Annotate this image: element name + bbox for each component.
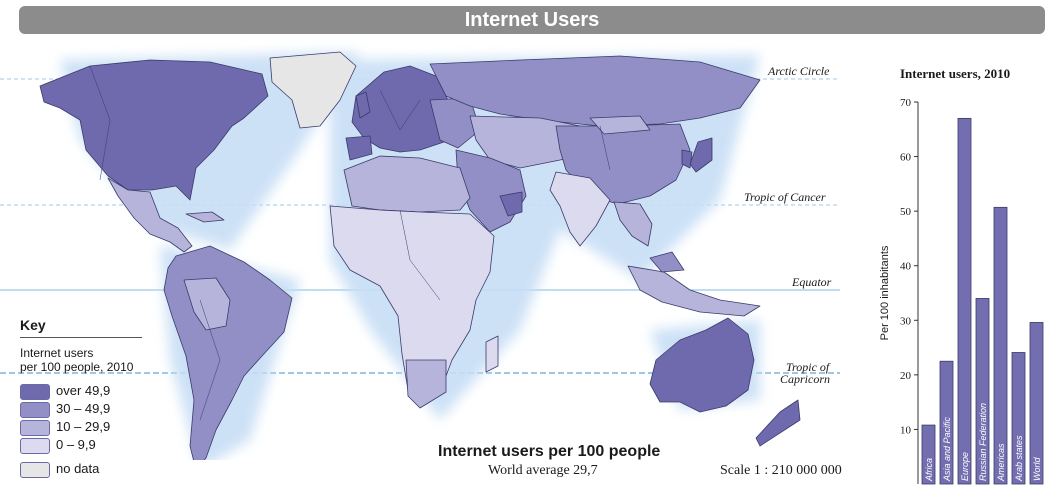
bar bbox=[1029, 322, 1044, 485]
key-swatch bbox=[20, 420, 50, 436]
key-item-label: 10 – 29,9 bbox=[56, 419, 111, 434]
north-america bbox=[39, 59, 269, 201]
india bbox=[549, 171, 611, 247]
key-title: Key bbox=[20, 317, 46, 333]
y-tick-label: 40 bbox=[900, 261, 912, 273]
bar bbox=[921, 424, 936, 485]
bar bbox=[957, 117, 972, 485]
world-map bbox=[0, 51, 840, 460]
key-swatch bbox=[20, 438, 50, 454]
country-borders bbox=[89, 65, 611, 421]
bar-chart: 10 20 30 40 50 60 70 Per 100 inhabitants Africa A… bbox=[879, 97, 1044, 485]
tropic-of-capricorn-label-1: Tropic of bbox=[786, 360, 830, 374]
indonesia bbox=[627, 265, 761, 317]
arctic-circle-label: Arctic Circle bbox=[768, 64, 830, 78]
korea bbox=[681, 149, 693, 169]
bar-category-label: Arab states bbox=[1014, 435, 1024, 482]
key-item-label: 0 – 9,9 bbox=[56, 437, 96, 452]
equator-label: Equator bbox=[792, 275, 832, 289]
key-item-label: no data bbox=[56, 461, 100, 476]
bar bbox=[975, 298, 990, 485]
mexico-central-america bbox=[107, 177, 193, 253]
chart-title: Internet users, 2010 bbox=[900, 66, 1011, 81]
y-tick-label: 10 bbox=[900, 424, 912, 436]
world-average: World average 29,7 bbox=[488, 463, 598, 478]
arabian-peninsula-east bbox=[499, 191, 523, 217]
key-subtitle: Internet users per 100 people, 2010 bbox=[20, 346, 133, 374]
north-africa bbox=[343, 155, 471, 213]
tropic-of-cancer-label: Tropic of Cancer bbox=[744, 190, 826, 204]
y-tick-label: 70 bbox=[900, 97, 912, 109]
bar-category-label: Asia and Pacific bbox=[942, 416, 952, 482]
bar bbox=[993, 206, 1008, 485]
uk bbox=[355, 91, 371, 119]
y-tick-label: 60 bbox=[900, 152, 912, 164]
key-swatch bbox=[20, 384, 50, 400]
tropic-of-capricorn-label-2: Capricorn bbox=[780, 372, 831, 386]
map-title: Internet users per 100 people bbox=[438, 443, 661, 460]
map-scale: Scale 1 : 210 000 000 bbox=[720, 463, 842, 478]
southeast-asia bbox=[613, 201, 653, 247]
bar-category-label: Russian Federation bbox=[978, 403, 988, 481]
caribbean bbox=[185, 211, 225, 223]
key-swatch bbox=[20, 402, 50, 418]
key-subtitle-line1: Internet users bbox=[20, 346, 94, 360]
y-tick-label: 20 bbox=[900, 370, 912, 382]
key-subtitle-line2: per 100 people, 2010 bbox=[20, 360, 134, 374]
y-axis-label: Per 100 inhabitants bbox=[879, 245, 891, 340]
bar-category-label: Africa bbox=[924, 458, 934, 482]
south-africa bbox=[405, 359, 447, 409]
malaysia bbox=[649, 251, 685, 273]
y-tick-label: 50 bbox=[900, 206, 912, 218]
y-tick-label: 30 bbox=[900, 315, 912, 327]
madagascar bbox=[485, 335, 499, 373]
new-zealand bbox=[755, 399, 801, 447]
key-divider bbox=[20, 337, 142, 338]
bar-category-label: Europe bbox=[960, 452, 970, 481]
greenland bbox=[269, 51, 357, 129]
russia bbox=[429, 55, 761, 127]
bar-category-label: Americas bbox=[996, 443, 1006, 482]
key-item-label: over 49,9 bbox=[56, 383, 111, 398]
bar-category-label: World bbox=[1032, 457, 1042, 481]
bar bbox=[939, 360, 954, 485]
bar bbox=[1011, 352, 1026, 485]
australia bbox=[649, 317, 755, 413]
key-swatch bbox=[20, 462, 50, 478]
iberia bbox=[345, 135, 373, 161]
page-title: Internet Users bbox=[19, 6, 1045, 34]
south-america-inner bbox=[183, 277, 231, 331]
mongolia bbox=[589, 115, 651, 135]
key-item-label: 30 – 49,9 bbox=[56, 401, 111, 416]
